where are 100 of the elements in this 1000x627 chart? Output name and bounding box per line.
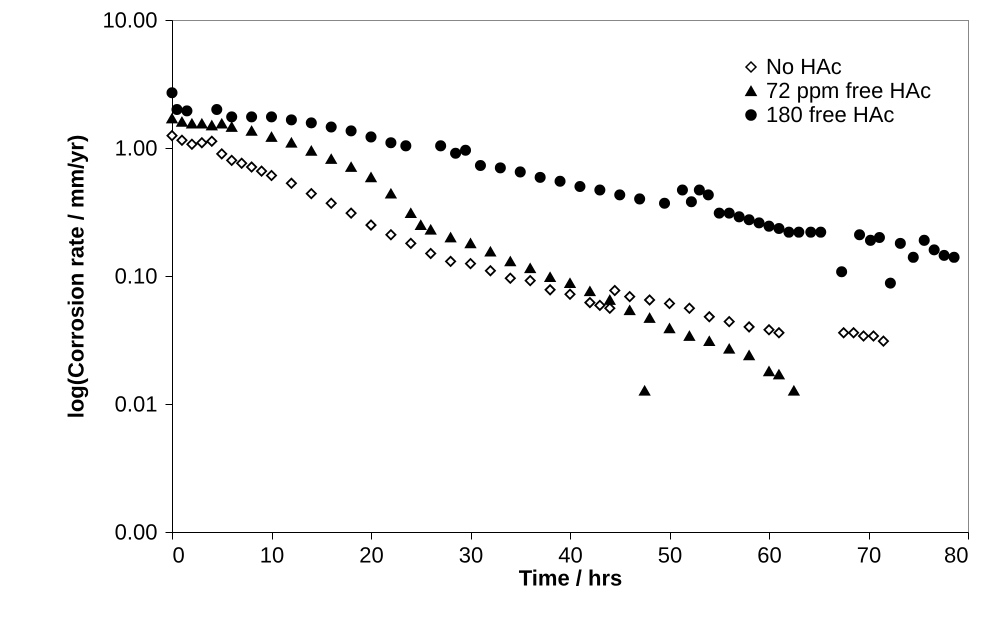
point (306, 188, 317, 200)
point (524, 275, 536, 286)
point (286, 114, 297, 126)
point (226, 154, 238, 166)
point (773, 223, 784, 234)
x-tick-label: 0 (172, 542, 185, 568)
x-tick-label: 10 (260, 542, 284, 568)
point (365, 172, 377, 182)
point (928, 244, 940, 256)
point (450, 148, 462, 159)
point (624, 291, 636, 302)
point (226, 122, 238, 132)
point (346, 125, 357, 136)
point (460, 144, 472, 156)
y-axis-title: log(Corrosion rate / mm/yr) (63, 134, 88, 418)
point (564, 278, 576, 288)
point (514, 166, 526, 178)
point (868, 330, 879, 342)
point (686, 196, 697, 208)
point (724, 344, 735, 354)
point (166, 114, 178, 124)
point (494, 162, 506, 174)
point (584, 297, 596, 308)
point (744, 321, 755, 332)
point (415, 220, 426, 230)
point (425, 248, 436, 259)
x-tick-label: 20 (359, 542, 384, 568)
point (246, 111, 258, 122)
point (702, 189, 714, 200)
point (484, 246, 496, 257)
point (694, 184, 705, 196)
y-tick-label: 0.10 (114, 264, 158, 288)
point (196, 137, 208, 148)
point (564, 288, 576, 300)
point (484, 265, 496, 276)
y-tick-label: 10.00 (102, 8, 158, 32)
point (445, 232, 456, 242)
point (216, 118, 228, 129)
point (664, 323, 676, 334)
point (504, 256, 516, 266)
point (326, 121, 337, 132)
point (704, 336, 715, 346)
point (714, 208, 725, 219)
point (196, 118, 208, 129)
point (206, 120, 218, 130)
point (594, 300, 606, 311)
y-tick-label: 0.00 (114, 520, 158, 544)
legend-label: No HAc (766, 54, 842, 79)
point (644, 294, 656, 306)
point (734, 211, 745, 222)
point (574, 181, 586, 192)
point (864, 234, 876, 246)
legend-label: 180 free HAc (766, 102, 894, 127)
point (425, 224, 436, 235)
point (805, 226, 816, 238)
point (838, 327, 850, 338)
point (365, 131, 377, 142)
point (326, 198, 337, 209)
point (594, 184, 606, 196)
legend-label: 72 ppm free HAc (766, 78, 932, 103)
point (346, 208, 357, 219)
point (464, 258, 476, 270)
point (306, 117, 317, 128)
point (878, 336, 889, 347)
point (236, 158, 248, 169)
point (793, 226, 804, 238)
point (186, 118, 198, 129)
x-tick-label: 40 (558, 542, 583, 568)
point (186, 138, 198, 150)
point (286, 178, 297, 189)
point (874, 232, 885, 243)
point (894, 238, 906, 249)
x-axis-title: Time / hrs (518, 566, 622, 590)
point (684, 331, 695, 341)
point (504, 272, 516, 284)
point (584, 286, 596, 296)
point (400, 140, 412, 152)
point (918, 234, 930, 246)
point (763, 324, 775, 336)
point (948, 252, 960, 263)
point (405, 208, 416, 218)
point (365, 220, 377, 231)
point (676, 184, 688, 196)
x-tick-label: 80 (944, 542, 968, 568)
point (534, 172, 546, 183)
point (858, 330, 870, 342)
point (435, 140, 446, 152)
point (938, 250, 950, 261)
point (266, 132, 278, 142)
point (836, 266, 848, 278)
point (884, 278, 896, 289)
point (624, 305, 636, 316)
y-tick-label: 1.00 (114, 136, 158, 160)
point (166, 87, 178, 98)
point (744, 214, 755, 226)
point (609, 285, 620, 296)
point (445, 256, 456, 267)
point (639, 386, 650, 396)
point (704, 311, 715, 322)
point (544, 272, 556, 282)
